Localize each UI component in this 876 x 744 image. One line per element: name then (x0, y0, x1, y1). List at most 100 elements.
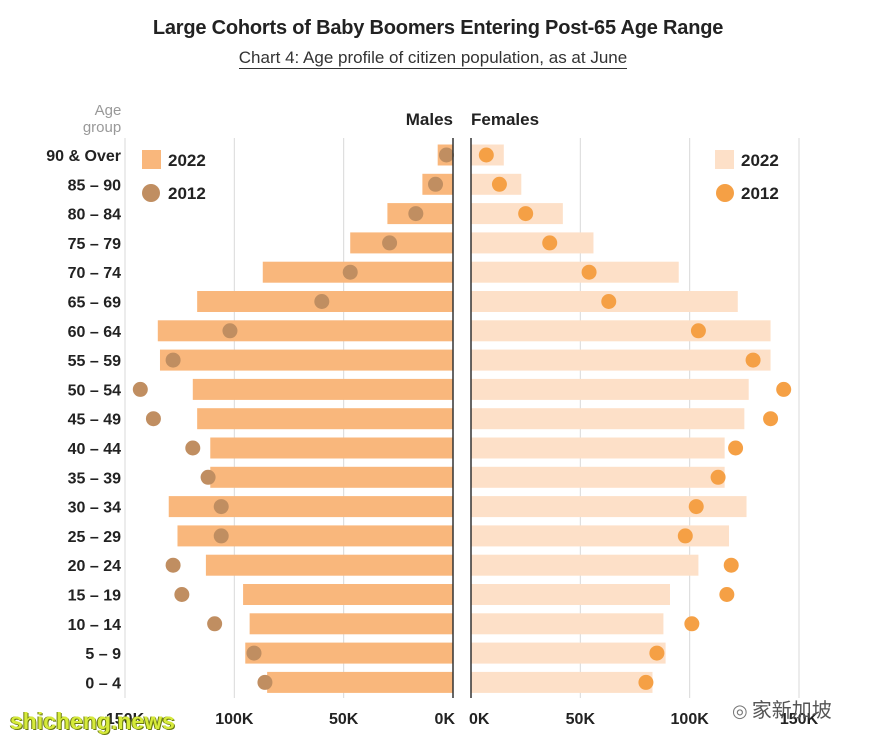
age-group-label: 55 – 59 (68, 353, 121, 370)
bar-male-2022 (205, 554, 453, 576)
legend-male-2012-swatch (142, 184, 160, 202)
x-tick-label-male: 0K (435, 711, 456, 728)
bar-male-2022 (350, 232, 453, 254)
bar-male-2022 (245, 642, 453, 664)
dot-male-2012 (246, 645, 262, 661)
panel-label-males: Males (406, 110, 453, 129)
age-group-label: 65 – 69 (68, 295, 121, 312)
bar-male-2022 (197, 408, 453, 430)
age-group-label: 50 – 54 (68, 382, 121, 399)
dot-female-2012 (719, 587, 735, 602)
age-group-label: 35 – 39 (68, 470, 121, 487)
chart-subtitle: Chart 4: Age profile of citizen populati… (0, 48, 866, 69)
legend-female-2022-swatch (715, 150, 734, 169)
dot-female-2012 (649, 645, 665, 661)
dot-male-2012 (438, 147, 454, 163)
dot-male-2012 (200, 469, 216, 485)
bar-female-2022 (471, 349, 771, 371)
bar-female-2022 (471, 261, 679, 283)
bar-male-2022 (262, 261, 453, 283)
x-tick-label-female: 0K (469, 711, 490, 728)
legend-female-2012-label: 2012 (741, 184, 779, 203)
dot-male-2012 (174, 587, 190, 602)
dot-male-2012 (185, 440, 201, 456)
age-group-label: 15 – 19 (68, 588, 121, 605)
dot-female-2012 (688, 499, 704, 515)
age-group-label: 75 – 79 (68, 236, 121, 253)
dot-male-2012 (314, 294, 330, 309)
bar-male-2022 (243, 584, 453, 605)
chart-subtitle-text: Chart 4: Age profile of citizen populati… (238, 48, 628, 69)
x-tick-label-male: 50K (329, 711, 359, 728)
dot-female-2012 (745, 352, 761, 368)
dot-male-2012 (145, 411, 161, 427)
bar-female-2022 (471, 613, 664, 635)
dot-male-2012 (207, 616, 223, 632)
legend-female-2022-label: 2022 (741, 151, 779, 170)
bar-male-2022 (210, 466, 453, 488)
legend-male-2012-label: 2012 (168, 184, 206, 203)
bar-female-2022 (471, 671, 653, 693)
bar-female-2022 (471, 232, 594, 254)
dot-female-2012 (723, 557, 739, 573)
bar-male-2022 (157, 320, 454, 342)
bar-male-2022 (267, 671, 453, 693)
watermark-right-text: 家新加坡 (751, 700, 832, 722)
age-group-label: 0 – 4 (85, 675, 121, 692)
age-group-label: 85 – 90 (68, 177, 121, 194)
age-group-label: 70 – 74 (68, 265, 121, 282)
dot-male-2012 (342, 264, 358, 280)
panel-label-females: Females (471, 110, 539, 129)
legend-male-2022-swatch (142, 150, 161, 169)
dot-male-2012 (165, 352, 181, 368)
bar-male-2022 (210, 437, 453, 459)
x-tick-label-female: 150K (780, 711, 819, 728)
dot-male-2012 (213, 499, 229, 515)
bar-female-2022 (471, 408, 745, 430)
dot-female-2012 (763, 411, 779, 427)
x-tick-label-male: 150K (106, 711, 145, 728)
bar-male-2022 (192, 378, 453, 400)
dot-female-2012 (542, 235, 558, 251)
bar-male-2022 (249, 613, 453, 635)
age-group-label: 25 – 29 (68, 529, 121, 546)
dot-male-2012 (428, 176, 444, 192)
y-axis-label-line1: Age (95, 102, 122, 119)
x-tick-label-male: 100K (215, 711, 254, 728)
legend-male-2022-label: 2022 (168, 151, 206, 170)
age-group-label: 20 – 24 (68, 558, 121, 575)
age-group-label: 5 – 9 (85, 646, 121, 663)
y-axis-label-line2: group (83, 119, 121, 136)
bar-female-2022 (471, 203, 563, 225)
wechat-icon: ◎ (732, 701, 748, 721)
chart-title: Large Cohorts of Baby Boomers Entering P… (152, 17, 724, 39)
bar-female-2022 (471, 642, 666, 664)
watermark-right: ◎ 家新加坡 (732, 694, 832, 723)
age-group-label: 60 – 64 (68, 324, 121, 341)
age-group-label: 80 – 84 (68, 207, 121, 224)
dot-male-2012 (382, 235, 398, 251)
dot-female-2012 (710, 469, 726, 485)
bar-female-2022 (471, 525, 730, 547)
dot-female-2012 (728, 440, 744, 456)
dot-female-2012 (776, 381, 792, 397)
bar-male-2022 (177, 525, 454, 547)
age-group-label: 30 – 34 (68, 500, 121, 517)
x-tick-label-female: 100K (671, 711, 710, 728)
dot-male-2012 (222, 323, 238, 339)
age-group-label: 90 & Over (46, 148, 121, 165)
x-tick-label-female: 50K (566, 711, 596, 728)
dot-female-2012 (684, 616, 700, 632)
bar-male-2022 (159, 349, 453, 371)
age-group-label: 45 – 49 (68, 412, 121, 429)
bar-female-2022 (471, 320, 771, 342)
dot-female-2012 (478, 147, 494, 163)
bar-female-2022 (471, 584, 670, 605)
bar-female-2022 (471, 437, 725, 459)
dot-male-2012 (213, 528, 229, 544)
age-group-label: 10 – 14 (68, 617, 121, 634)
bar-female-2022 (471, 378, 749, 400)
dot-female-2012 (491, 176, 507, 192)
dot-female-2012 (690, 323, 706, 339)
